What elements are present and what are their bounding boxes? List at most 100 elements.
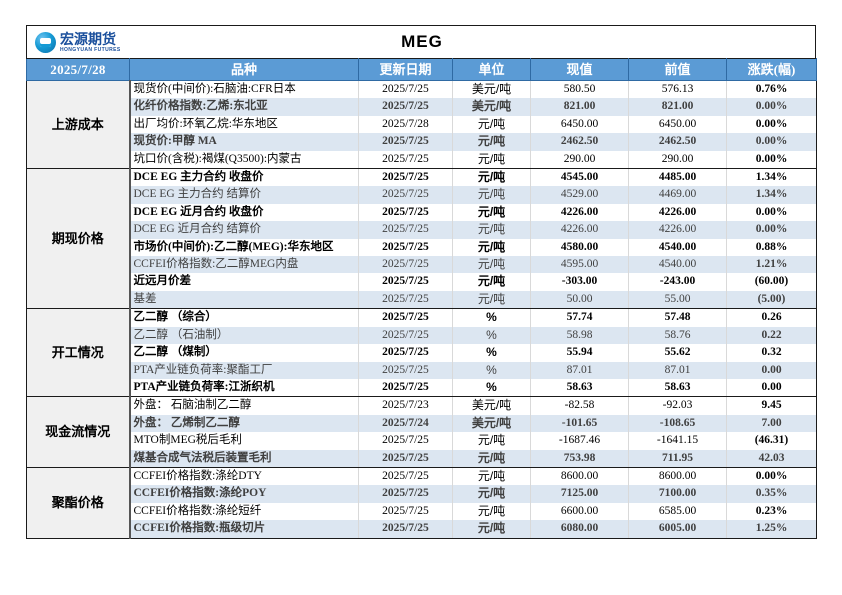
row-update-date: 2025/7/25 bbox=[358, 80, 453, 99]
row-unit: 元/吨 bbox=[452, 238, 531, 257]
header-previous-value: 前值 bbox=[628, 58, 727, 81]
row-change: 1.25% bbox=[726, 520, 817, 539]
table-row: 出厂均价:环氧乙烷:华东地区 2025/7/28 元/吨 6450.00 6450.00… bbox=[27, 115, 817, 134]
row-variety: CCFEI价格指数:涤纶短纤 bbox=[129, 502, 359, 521]
row-previous-value: 711.95 bbox=[628, 449, 727, 468]
row-variety: 现货价:甲醇 MA bbox=[129, 133, 359, 151]
row-update-date: 2025/7/25 bbox=[358, 432, 453, 450]
row-current-value: -82.58 bbox=[530, 396, 629, 415]
row-previous-value: 4226.00 bbox=[628, 221, 727, 239]
row-update-date: 2025/7/25 bbox=[358, 98, 453, 116]
row-variety: CCFEI价格指数:涤纶POY bbox=[129, 485, 359, 503]
row-previous-value: 2462.50 bbox=[628, 133, 727, 151]
row-change: (46.31) bbox=[726, 432, 817, 450]
table-row: 期现价格 DCE EG 主力合约 收盘价 2025/7/25 元/吨 4545.00 44… bbox=[26, 168, 817, 310]
row-variety: PTA产业链负荷率:江浙织机 bbox=[129, 378, 359, 398]
row-current-value: 58.98 bbox=[530, 326, 629, 345]
meg-data-table: 2025/7/28 品种 更新日期 单位 现值 前值 涨跌(幅) 上游成本 现货价… bbox=[26, 58, 817, 539]
row-previous-value: 821.00 bbox=[628, 98, 727, 116]
row-variety: 乙二醇 （石油制） bbox=[129, 326, 359, 345]
row-update-date: 2025/7/25 bbox=[358, 326, 453, 345]
row-change: 0.22 bbox=[726, 326, 817, 345]
row-variety: CCFEI价格指数:乙二醇MEG内盘 bbox=[129, 256, 359, 274]
table-row: DCE EG 主力合约 结算价 2025/7/25 元/吨 4529.00 4469.0… bbox=[27, 186, 817, 204]
row-variety: 化纤价格指数:乙烯:东北亚 bbox=[129, 98, 359, 116]
row-update-date: 2025/7/25 bbox=[358, 520, 453, 539]
report-title-bar: 宏源期货 HONGYUAN FUTURES MEG bbox=[26, 25, 816, 58]
table-header-row: 2025/7/28 品种 更新日期 单位 现值 前值 涨跌(幅) bbox=[26, 58, 817, 81]
row-current-value: 753.98 bbox=[530, 449, 629, 468]
row-unit: 元/吨 bbox=[452, 203, 531, 222]
company-logo-icon bbox=[35, 31, 56, 53]
row-variety: 出厂均价:环氧乙烷:华东地区 bbox=[129, 115, 359, 134]
row-current-value: -101.65 bbox=[530, 414, 629, 433]
brand-name-en: HONGYUAN FUTURES bbox=[60, 46, 121, 53]
table-row: 乙二醇 （石油制） 2025/7/25% 58.98 58.76 0.22 bbox=[27, 326, 817, 345]
row-previous-value: 4540.00 bbox=[628, 256, 727, 274]
row-update-date: 2025/7/25 bbox=[358, 361, 453, 379]
row-unit: 元/吨 bbox=[452, 502, 531, 521]
table-row: 乙二醇 （煤制） 2025/7/25% 55.94 55.62 0.32 bbox=[27, 344, 817, 362]
row-variety: 现货价(中间价):石脑油:CFR日本 bbox=[129, 80, 359, 99]
table-row: CCFEI价格指数:涤纶POY 2025/7/25 元/吨 7125.00 7100.0… bbox=[27, 485, 817, 503]
group-label: 上游成本 bbox=[26, 79, 131, 170]
row-variety: 外盘： 石脑油制乙二醇 bbox=[129, 396, 359, 415]
row-current-value: 58.63 bbox=[530, 378, 629, 398]
row-unit: 元/吨 bbox=[452, 520, 531, 539]
table-row: 市场价(中间价):乙二醇(MEG):华东地区 2025/7/25 元/吨 4580.0… bbox=[27, 238, 817, 257]
row-unit: 美元/吨 bbox=[452, 98, 531, 116]
row-unit: % bbox=[452, 326, 531, 345]
row-update-date: 2025/7/25 bbox=[358, 221, 453, 239]
row-change: 0.00% bbox=[726, 203, 817, 222]
group-label: 聚酯价格 bbox=[26, 466, 131, 539]
row-previous-value: 87.01 bbox=[628, 361, 727, 379]
row-current-value: 4226.00 bbox=[530, 221, 629, 239]
row-change: 0.00% bbox=[726, 133, 817, 151]
table-row: 化纤价格指数:乙烯:东北亚 2025/7/25 美元/吨 821.00 821.00 0.… bbox=[27, 98, 817, 116]
row-change: 0.23% bbox=[726, 502, 817, 521]
table-row: PTA产业链负荷率:江浙织机 2025/7/25% 58.63 58.63 0.00 bbox=[27, 378, 817, 398]
row-current-value: 4545.00 bbox=[530, 168, 629, 187]
row-previous-value: 8600.00 bbox=[628, 466, 727, 486]
row-previous-value: -243.00 bbox=[628, 273, 727, 291]
row-variety: 市场价(中间价):乙二醇(MEG):华东地区 bbox=[129, 238, 359, 257]
table-row: 坑口价(含税):褐煤(Q3500):内蒙古 2025/7/25 元/吨 290.00 2… bbox=[27, 150, 817, 170]
group-label: 开工情况 bbox=[26, 308, 131, 398]
row-current-value: 290.00 bbox=[530, 150, 629, 170]
row-variety: 乙二醇 （综合） bbox=[129, 308, 359, 327]
row-update-date: 2025/7/25 bbox=[358, 168, 453, 187]
row-variety: CCFEI价格指数:瓶级切片 bbox=[129, 520, 359, 539]
row-unit: 元/吨 bbox=[452, 115, 531, 134]
row-variety: CCFEI价格指数:涤纶DTY bbox=[129, 466, 359, 486]
row-change: 0.00% bbox=[726, 150, 817, 170]
row-unit: 元/吨 bbox=[452, 466, 531, 486]
row-update-date: 2025/7/25 bbox=[358, 203, 453, 222]
row-unit: 元/吨 bbox=[452, 273, 531, 291]
table-row: 外盘： 乙烯制乙二醇 2025/7/24 美元/吨 -101.65 -108.65 7.0… bbox=[27, 414, 817, 433]
row-update-date: 2025/7/25 bbox=[358, 502, 453, 521]
row-update-date: 2025/7/25 bbox=[358, 308, 453, 327]
row-current-value: 6450.00 bbox=[530, 115, 629, 134]
row-update-date: 2025/7/25 bbox=[358, 449, 453, 468]
row-change: 0.00% bbox=[726, 115, 817, 134]
row-update-date: 2025/7/25 bbox=[358, 186, 453, 204]
row-current-value: -1687.46 bbox=[530, 432, 629, 450]
row-variety: 基差 bbox=[129, 290, 359, 310]
row-variety: 坑口价(含税):褐煤(Q3500):内蒙古 bbox=[129, 150, 359, 170]
table-body: 上游成本 现货价(中间价):石脑油:CFR日本 2025/7/25 美元/吨 580.5… bbox=[26, 79, 817, 539]
row-current-value: 7125.00 bbox=[530, 485, 629, 503]
header-report-date: 2025/7/28 bbox=[26, 58, 130, 81]
row-previous-value: 6585.00 bbox=[628, 502, 727, 521]
row-previous-value: -92.03 bbox=[628, 396, 727, 415]
row-current-value: 4226.00 bbox=[530, 203, 629, 222]
table-row: MTO制MEG税后毛利 2025/7/25 元/吨 -1687.46 -1641.15(… bbox=[27, 432, 817, 450]
row-unit: % bbox=[452, 308, 531, 327]
row-change: 0.35% bbox=[726, 485, 817, 503]
row-previous-value: -1641.15 bbox=[628, 432, 727, 450]
row-previous-value: 57.48 bbox=[628, 308, 727, 327]
table-row: 聚酯价格 CCFEI价格指数:涤纶DTY 2025/7/25 元/吨 8600.00 86… bbox=[26, 466, 817, 539]
row-current-value: 580.50 bbox=[530, 80, 629, 99]
header-current-value: 现值 bbox=[530, 58, 629, 81]
row-previous-value: 7100.00 bbox=[628, 485, 727, 503]
row-change: (5.00) bbox=[726, 290, 817, 310]
